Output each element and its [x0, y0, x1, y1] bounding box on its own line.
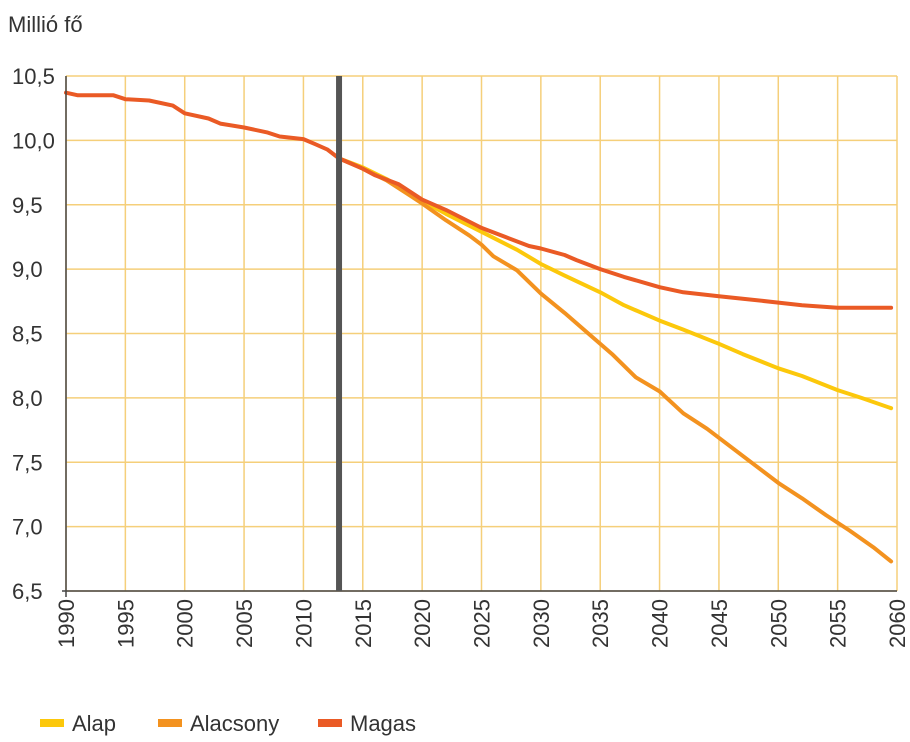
y-tick-label: 8,5 — [12, 322, 43, 347]
x-tick-label: 1995 — [113, 599, 138, 648]
y-tick-label: 7,0 — [12, 515, 43, 540]
x-tick-label: 2020 — [410, 599, 435, 648]
x-tick-labels: 1990 1995 2000 2005 2010 2015 2020 2025 2030 2035… — [54, 599, 910, 648]
y-tick-label: 8,0 — [12, 386, 43, 411]
y-tick-label: 7,5 — [12, 450, 43, 475]
y-tick-label: 9,5 — [12, 193, 43, 218]
x-tick-label: 2030 — [529, 599, 554, 648]
x-tick-label: 2045 — [707, 599, 732, 648]
x-tick-label: 2035 — [588, 599, 613, 648]
axes — [62, 76, 897, 597]
y-tick-label: 10,0 — [12, 128, 55, 153]
x-tick-label: 2015 — [351, 599, 376, 648]
legend-swatch-alap — [40, 719, 64, 727]
x-tick-label: 2005 — [232, 599, 257, 648]
legend-swatch-alacsony — [158, 719, 182, 727]
x-tick-label: 2025 — [470, 599, 495, 648]
y-tick-label: 9,0 — [12, 257, 43, 282]
x-tick-label: 2040 — [648, 599, 673, 648]
grid — [65, 75, 898, 592]
legend-swatch-magas — [318, 719, 342, 727]
legend: Alap Alacsony Magas — [40, 711, 416, 736]
series-line-magas — [64, 90, 894, 310]
legend-label-alacsony: Alacsony — [190, 711, 279, 736]
y-tick-label: 10,5 — [12, 64, 55, 89]
y-axis-title: Millió fő — [8, 12, 83, 37]
x-tick-label: 2055 — [826, 599, 851, 648]
x-tick-label: 2000 — [173, 599, 198, 648]
y-tick-label: 6,5 — [12, 579, 43, 604]
x-tick-label: 2050 — [766, 599, 791, 648]
y-tick-labels: 6,5 7,0 7,5 8,0 8,5 9,0 9,5 10,0 10,5 — [12, 64, 55, 604]
legend-label-alap: Alap — [72, 711, 116, 736]
legend-label-magas: Magas — [350, 711, 416, 736]
series-line-alacsony — [337, 156, 894, 564]
x-tick-label: 1990 — [54, 599, 79, 648]
x-tick-label: 2060 — [885, 599, 910, 648]
series-lines — [64, 90, 894, 564]
x-tick-label: 2010 — [291, 599, 316, 648]
